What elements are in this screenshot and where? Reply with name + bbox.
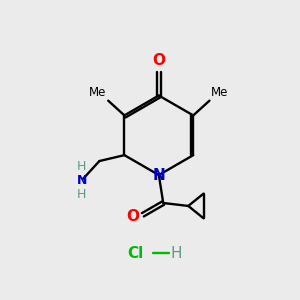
Text: N: N xyxy=(76,174,87,187)
Text: O: O xyxy=(126,209,139,224)
Text: Cl: Cl xyxy=(127,246,143,261)
Text: H: H xyxy=(77,188,86,200)
Text: H: H xyxy=(77,160,86,173)
Text: Me: Me xyxy=(211,86,228,99)
Text: H: H xyxy=(171,246,182,261)
Text: Me: Me xyxy=(89,86,107,99)
Text: O: O xyxy=(152,53,165,68)
Text: N: N xyxy=(152,167,165,182)
